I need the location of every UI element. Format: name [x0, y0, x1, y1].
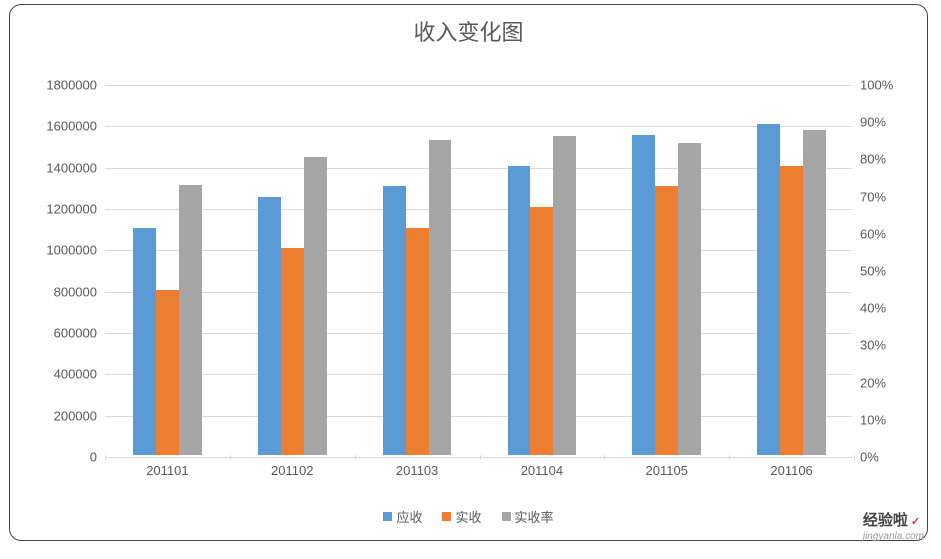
- y1-tick-label: 1000000: [46, 243, 97, 258]
- y1-tick-label: 400000: [54, 367, 97, 382]
- y2-tick-label: 80%: [860, 152, 886, 167]
- y1-tick-label: 1600000: [46, 119, 97, 134]
- legend-item: 实收率: [502, 507, 554, 526]
- y2-tick-label: 10%: [860, 412, 886, 427]
- y1-tick-label: 1800000: [46, 78, 97, 93]
- x-tick-label: 201102: [271, 463, 313, 478]
- bar-应收: [133, 228, 156, 455]
- gridline: [105, 374, 852, 375]
- plot-area: 0200000400000600000800000100000012000001…: [105, 85, 852, 455]
- y2-tick-label: 20%: [860, 375, 886, 390]
- y1-tick-label: 1200000: [46, 202, 97, 217]
- x-tick: [729, 455, 730, 460]
- x-tick-label: 201101: [146, 463, 188, 478]
- watermark-check-icon: ✓: [911, 516, 920, 528]
- y1-tick-label: 200000: [54, 408, 97, 423]
- legend-item: 应收: [383, 507, 422, 526]
- legend-swatch: [383, 512, 392, 521]
- legend-swatch: [502, 512, 511, 521]
- bar-实收: [530, 207, 553, 455]
- gridline: [105, 209, 852, 210]
- bar-应收: [757, 124, 780, 455]
- x-tick-label: 201103: [396, 463, 438, 478]
- x-tick-label: 201106: [770, 463, 812, 478]
- bar-实收: [780, 166, 803, 455]
- gridline: [105, 333, 852, 334]
- chart-container: 收入变化图 0200000400000600000800000100000012…: [9, 4, 928, 541]
- bar-应收: [258, 197, 281, 455]
- y2-tick-label: 40%: [860, 301, 886, 316]
- legend-label: 应收: [396, 510, 422, 525]
- y2-tick-label: 0%: [860, 450, 879, 465]
- legend-label: 实收: [455, 510, 481, 525]
- x-tick-label: 201105: [646, 463, 688, 478]
- gridline: [105, 85, 852, 86]
- bar-实收率: [553, 136, 576, 455]
- watermark: 经验啦 ✓ jingyanla.com: [863, 509, 924, 542]
- bar-实收率: [678, 143, 701, 455]
- y2-tick-label: 60%: [860, 226, 886, 241]
- x-tick: [480, 455, 481, 460]
- bar-应收: [632, 135, 655, 455]
- y2-tick-label: 50%: [860, 264, 886, 279]
- bar-实收: [156, 290, 179, 455]
- gridline: [105, 457, 852, 458]
- x-tick: [355, 455, 356, 460]
- y1-tick-label: 1400000: [46, 160, 97, 175]
- bar-实收率: [803, 130, 826, 456]
- legend-item: 实收: [442, 507, 481, 526]
- y1-tick-label: 600000: [54, 326, 97, 341]
- legend-swatch: [442, 512, 451, 521]
- y2-tick-label: 90%: [860, 115, 886, 130]
- bar-实收: [655, 186, 678, 455]
- gridline: [105, 126, 852, 127]
- y2-tick-label: 30%: [860, 338, 886, 353]
- bar-实收率: [429, 140, 452, 455]
- bar-应收: [508, 166, 531, 455]
- legend-label: 实收率: [515, 510, 554, 525]
- legend: 应收 实收 实收率: [10, 507, 927, 526]
- x-tick: [854, 455, 855, 460]
- y1-tick-label: 0: [90, 450, 97, 465]
- y1-tick-label: 800000: [54, 284, 97, 299]
- watermark-text: 经验啦: [863, 512, 908, 529]
- y2-tick-label: 70%: [860, 189, 886, 204]
- x-tick: [230, 455, 231, 460]
- x-tick-label: 201104: [521, 463, 563, 478]
- gridline: [105, 168, 852, 169]
- bar-实收: [406, 228, 429, 455]
- bar-应收: [383, 186, 406, 455]
- x-tick: [604, 455, 605, 460]
- bar-实收率: [179, 185, 202, 455]
- chart-title: 收入变化图: [10, 5, 927, 47]
- y2-tick-label: 100%: [860, 78, 893, 93]
- gridline: [105, 250, 852, 251]
- x-tick: [105, 455, 106, 460]
- bar-实收: [281, 248, 304, 455]
- gridline: [105, 292, 852, 293]
- bar-实收率: [304, 157, 327, 455]
- gridline: [105, 416, 852, 417]
- watermark-site: jingyanla.com: [863, 531, 924, 542]
